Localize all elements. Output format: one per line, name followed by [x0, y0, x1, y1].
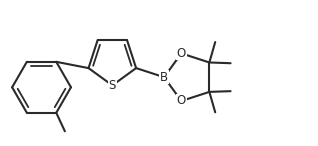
Text: O: O: [177, 94, 186, 107]
Text: O: O: [177, 47, 186, 60]
Text: B: B: [160, 71, 168, 84]
Text: S: S: [109, 79, 116, 92]
